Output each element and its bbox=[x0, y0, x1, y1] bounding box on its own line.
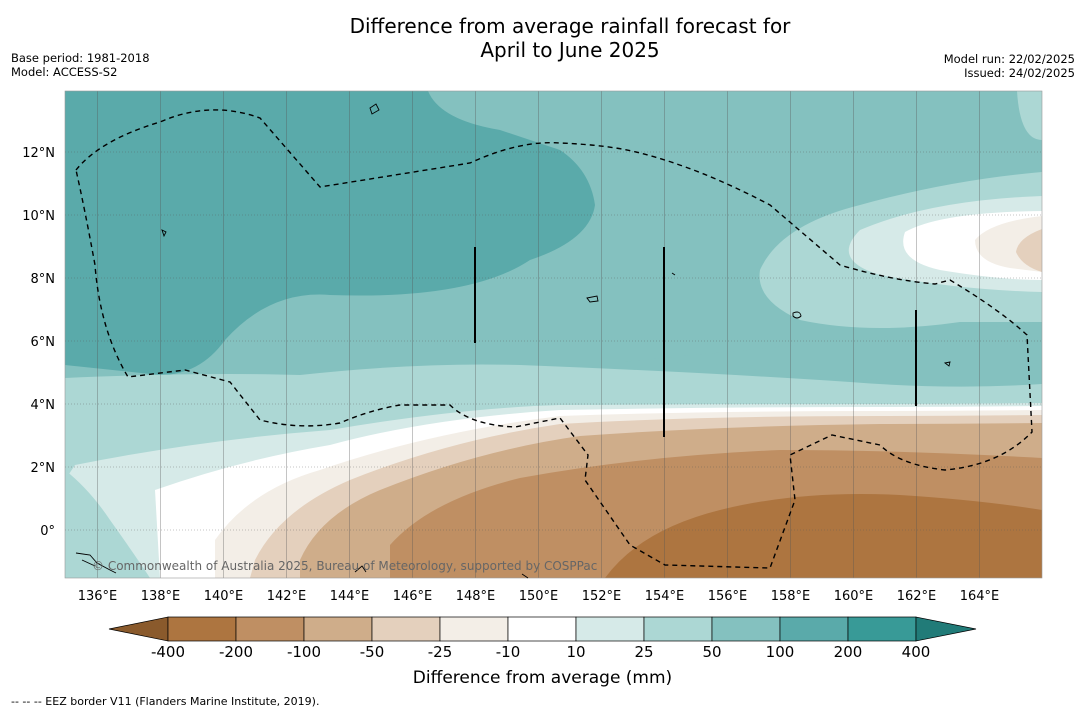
latitude-tick-label: 2°N bbox=[31, 461, 56, 476]
colorbar-segment bbox=[507, 616, 577, 642]
island-outline bbox=[671, 272, 676, 276]
island-outlines bbox=[75, 103, 951, 579]
colorbar-segment bbox=[167, 616, 237, 642]
island-outline bbox=[161, 229, 167, 238]
longitude-tick-label: 158°E bbox=[771, 589, 811, 604]
colorbar-tick-label: 200 bbox=[833, 643, 863, 661]
island-outline bbox=[943, 361, 951, 367]
model-name: Model: ACCESS-S2 bbox=[11, 65, 118, 79]
plot-border bbox=[64, 90, 1043, 579]
contour-25-50-ne-corner bbox=[1017, 91, 1042, 140]
longitude-tick-label: 146°E bbox=[393, 589, 433, 604]
island-outline bbox=[586, 295, 599, 303]
colorbar-tick-label: 50 bbox=[702, 643, 722, 661]
longitude-tick-label: 140°E bbox=[204, 589, 244, 604]
colorbar-tick-label: 100 bbox=[765, 643, 795, 661]
contour-fill-layer bbox=[65, 91, 1042, 578]
longitude-tick-label: 156°E bbox=[708, 589, 748, 604]
longitude-tick-label: 144°E bbox=[330, 589, 370, 604]
colorbar-tick-label: -25 bbox=[427, 643, 453, 661]
longitude-labels: 136°E 138°E 140°E 142°E 144°E 146°E 148°E 150°E… bbox=[78, 589, 1000, 604]
island-outline bbox=[354, 565, 367, 573]
colorbar-segment bbox=[371, 616, 441, 642]
colorbar-tick-label: -100 bbox=[286, 643, 322, 661]
colorbar-title: Difference from average (mm) bbox=[412, 668, 673, 688]
colorbar-segment bbox=[575, 616, 645, 642]
colorbar-segment bbox=[235, 616, 305, 642]
issued-date: Issued: 24/02/2025 bbox=[964, 66, 1075, 80]
gridlines bbox=[65, 91, 1042, 578]
longitude-tick-label: 136°E bbox=[78, 589, 118, 604]
colorbar-tick-label: 25 bbox=[634, 643, 654, 661]
contour-100-200-nw bbox=[65, 91, 595, 375]
colorbar-segment bbox=[439, 616, 509, 642]
longitude-tick-label: 164°E bbox=[960, 589, 1000, 604]
longitude-tick-label: 148°E bbox=[456, 589, 496, 604]
latitude-tick-label: 8°N bbox=[31, 272, 56, 287]
longitude-tick-label: 138°E bbox=[141, 589, 181, 604]
contour-50-100-se bbox=[620, 322, 1042, 385]
latitude-tick-label: 12°N bbox=[22, 146, 55, 161]
colorbar-segment bbox=[643, 616, 713, 642]
island-outline bbox=[369, 103, 380, 115]
colorbar bbox=[108, 616, 977, 642]
island-outline bbox=[792, 311, 802, 319]
colorbar-tick-label: -400 bbox=[150, 643, 186, 661]
latitude-tick-label: 10°N bbox=[22, 209, 55, 224]
colorbar-segment bbox=[711, 616, 781, 642]
colorbar-tick-label: -10 bbox=[495, 643, 521, 661]
colorbar-extend-high bbox=[915, 616, 977, 642]
copyright-credit: © Commonwealth of Australia 2025, Bureau… bbox=[92, 559, 597, 573]
colorbar-tick-label: -50 bbox=[359, 643, 385, 661]
longitude-tick-label: 152°E bbox=[582, 589, 622, 604]
contour-minus200-400-band bbox=[605, 494, 1042, 578]
colorbar-tick-label: 10 bbox=[566, 643, 586, 661]
colorbar-extend-low bbox=[108, 616, 169, 642]
longitude-tick-label: 142°E bbox=[267, 589, 307, 604]
latitude-labels: 12°N 10°N 8°N 6°N 4°N 2°N 0° bbox=[22, 146, 55, 539]
base-period: Base period: 1981-2018 bbox=[11, 51, 150, 65]
latitude-tick-label: 4°N bbox=[31, 398, 56, 413]
eez-footnote: -- -- -- EEZ border V11 (Flanders Marine… bbox=[11, 695, 320, 708]
colorbar-tick-label: -200 bbox=[218, 643, 254, 661]
title-line-1: Difference from average rainfall forecas… bbox=[349, 14, 791, 38]
colorbar-segment bbox=[303, 616, 373, 642]
eez-borders bbox=[75, 109, 1033, 569]
eez-border-fsm bbox=[75, 109, 1033, 569]
contour-50-100-ne bbox=[780, 91, 1042, 140]
chart-title: Difference from average rainfall forecas… bbox=[270, 14, 870, 62]
metadata-right: Model run: 22/02/2025 Issued: 24/02/2025 bbox=[944, 52, 1075, 80]
longitude-tick-label: 150°E bbox=[519, 589, 559, 604]
longitude-tick-label: 160°E bbox=[834, 589, 874, 604]
island-outline bbox=[75, 552, 117, 574]
colorbar-segment bbox=[847, 616, 917, 642]
model-run: Model run: 22/02/2025 bbox=[943, 52, 1075, 66]
metadata-left: Base period: 1981-2018 Model: ACCESS-S2 bbox=[11, 51, 150, 79]
contour-minus25-50-east bbox=[1016, 229, 1042, 272]
colorbar-tick-label: 400 bbox=[901, 643, 931, 661]
latitude-tick-label: 6°N bbox=[31, 335, 56, 350]
island-outline bbox=[521, 573, 529, 579]
colorbar-segment bbox=[779, 616, 849, 642]
latitude-tick-label: 0° bbox=[40, 524, 55, 539]
title-line-2: April to June 2025 bbox=[480, 38, 660, 62]
longitude-tick-label: 154°E bbox=[645, 589, 685, 604]
longitude-tick-label: 162°E bbox=[897, 589, 937, 604]
meridian-markers bbox=[474, 247, 917, 437]
contour-25-50-west bbox=[65, 470, 150, 578]
